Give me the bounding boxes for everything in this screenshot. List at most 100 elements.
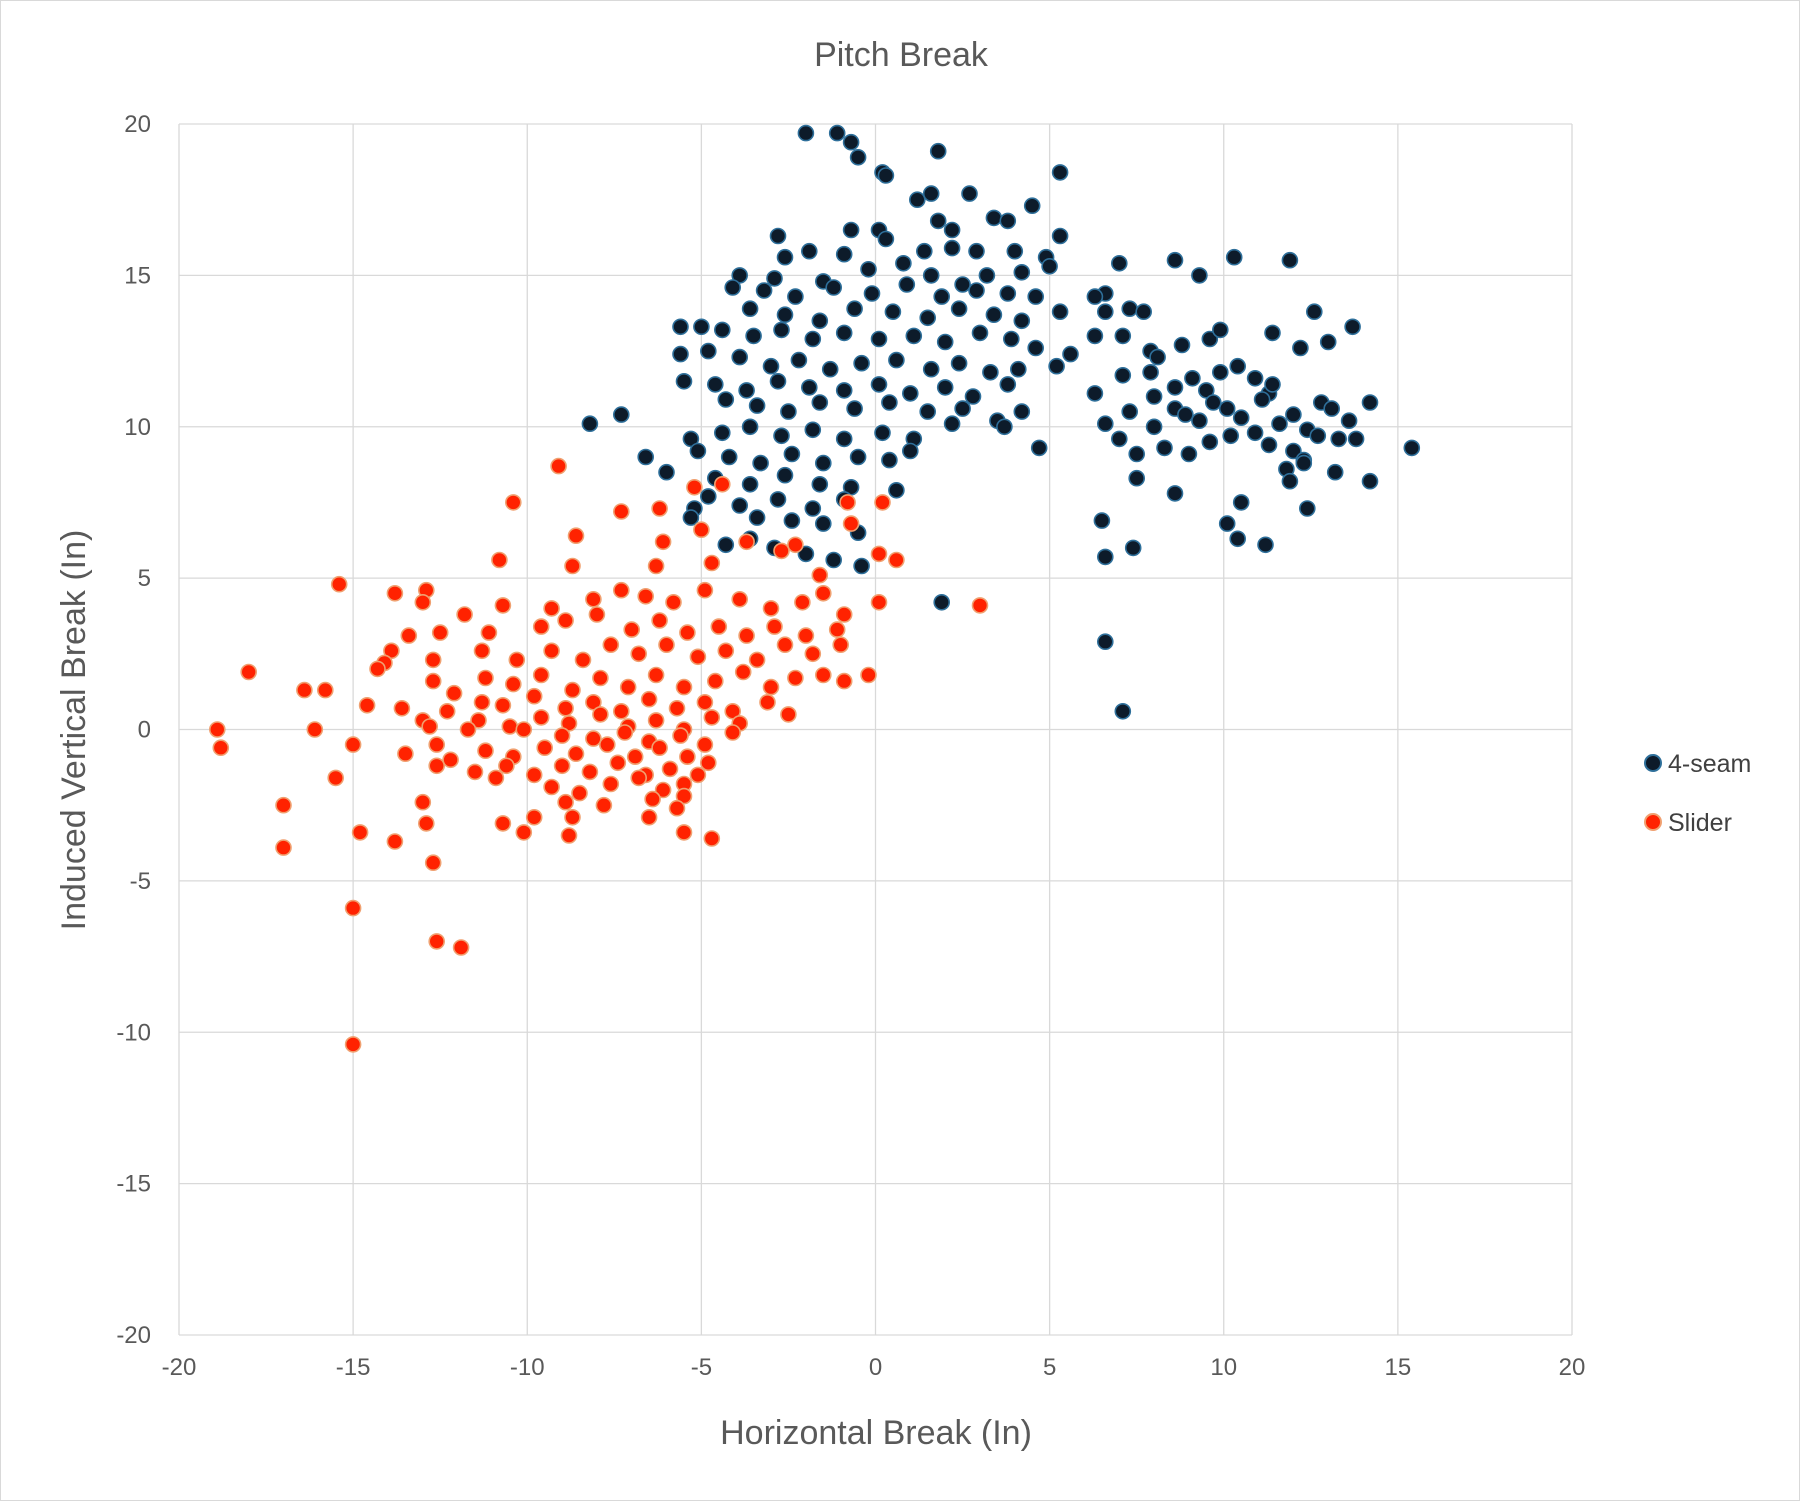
data-point bbox=[316, 681, 334, 699]
data-point bbox=[849, 448, 867, 466]
data-point bbox=[915, 242, 933, 260]
data-point bbox=[814, 666, 832, 684]
x-tick-label: 5 bbox=[1043, 1354, 1056, 1381]
data-point bbox=[428, 933, 446, 950]
data-point bbox=[330, 575, 348, 593]
data-point bbox=[797, 627, 815, 644]
data-point bbox=[971, 324, 989, 342]
data-point bbox=[1114, 366, 1132, 384]
data-point bbox=[1121, 403, 1138, 420]
data-point bbox=[564, 557, 581, 575]
data-point bbox=[769, 372, 787, 390]
data-point bbox=[731, 590, 749, 608]
data-point bbox=[1285, 406, 1302, 423]
data-point bbox=[905, 327, 923, 345]
data-point bbox=[442, 751, 459, 769]
data-point bbox=[400, 627, 418, 644]
data-point bbox=[929, 142, 947, 160]
data-point bbox=[787, 536, 804, 554]
data-point bbox=[762, 357, 780, 375]
data-point bbox=[888, 481, 905, 499]
data-point bbox=[480, 624, 498, 641]
data-point bbox=[651, 739, 668, 757]
data-point bbox=[1145, 418, 1163, 436]
data-point bbox=[755, 282, 773, 299]
data-point bbox=[776, 466, 794, 484]
data-point bbox=[672, 345, 689, 363]
data-point bbox=[1257, 536, 1274, 554]
data-point bbox=[574, 651, 592, 669]
data-point bbox=[870, 330, 888, 348]
legend-item-slider[interactable]: Slider bbox=[1644, 809, 1732, 837]
data-point bbox=[424, 651, 442, 669]
data-point bbox=[675, 824, 693, 841]
data-point bbox=[1097, 303, 1114, 321]
data-point bbox=[1229, 530, 1246, 548]
data-point bbox=[741, 475, 759, 493]
data-point bbox=[543, 642, 560, 660]
data-point bbox=[428, 757, 446, 775]
legend-marker-slider bbox=[1644, 813, 1662, 831]
data-point bbox=[1093, 512, 1111, 529]
data-point bbox=[602, 775, 620, 793]
data-point bbox=[1128, 445, 1145, 463]
legend-item-4-seam[interactable]: 4-seam bbox=[1644, 750, 1751, 778]
data-point bbox=[494, 696, 512, 714]
data-point bbox=[459, 721, 477, 738]
y-axis-title: Induced Vertical Break (In) bbox=[55, 530, 93, 931]
legend-label-slider: Slider bbox=[1668, 809, 1732, 837]
x-tick-label: 15 bbox=[1385, 1354, 1412, 1381]
data-point bbox=[1281, 472, 1299, 490]
data-point bbox=[369, 660, 386, 678]
data-point bbox=[1145, 388, 1163, 405]
data-point bbox=[1027, 339, 1044, 357]
data-point bbox=[386, 833, 404, 850]
data-point bbox=[874, 494, 891, 511]
data-point bbox=[748, 509, 766, 526]
data-point bbox=[616, 724, 634, 741]
data-point bbox=[1201, 330, 1219, 348]
y-tick-label: -5 bbox=[130, 868, 151, 895]
data-point bbox=[1013, 403, 1031, 420]
data-point bbox=[1299, 500, 1316, 517]
data-point bbox=[647, 557, 665, 575]
data-point bbox=[592, 669, 609, 687]
data-point bbox=[1180, 445, 1198, 463]
data-point bbox=[922, 185, 940, 202]
legend-label-4-seam: 4-seam bbox=[1668, 750, 1751, 778]
data-point bbox=[835, 672, 853, 690]
data-point bbox=[790, 351, 808, 369]
data-point bbox=[672, 318, 689, 336]
data-point bbox=[901, 442, 919, 460]
data-point bbox=[853, 354, 870, 372]
data-point bbox=[585, 693, 602, 711]
data-point bbox=[557, 793, 574, 811]
data-point bbox=[571, 784, 588, 802]
data-point bbox=[1006, 242, 1024, 260]
data-point bbox=[699, 488, 717, 505]
data-point bbox=[532, 709, 550, 726]
data-point bbox=[846, 400, 863, 417]
y-tick-label: 10 bbox=[124, 414, 151, 441]
data-point bbox=[637, 587, 655, 605]
data-point bbox=[703, 554, 721, 572]
data-point bbox=[835, 606, 853, 623]
data-point bbox=[835, 324, 853, 342]
data-point bbox=[296, 681, 313, 699]
data-point bbox=[647, 712, 665, 729]
data-point bbox=[814, 454, 832, 472]
data-point bbox=[762, 678, 780, 696]
data-point bbox=[787, 669, 804, 687]
data-point bbox=[473, 642, 491, 660]
data-point bbox=[588, 606, 606, 623]
data-point bbox=[414, 593, 432, 611]
data-point bbox=[748, 651, 766, 669]
data-point bbox=[564, 681, 581, 699]
data-point bbox=[1124, 539, 1142, 557]
y-tick-label: 15 bbox=[124, 262, 151, 289]
data-point bbox=[1246, 369, 1264, 387]
x-axis-title: Horizontal Break (In) bbox=[720, 1414, 1032, 1452]
data-point bbox=[804, 421, 822, 439]
data-point bbox=[943, 415, 961, 433]
data-point bbox=[1218, 400, 1236, 417]
